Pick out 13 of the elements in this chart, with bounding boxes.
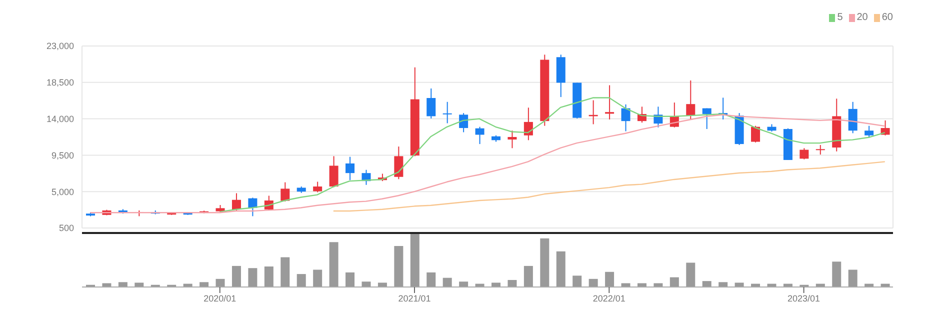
- y-tick-label: 500: [58, 223, 74, 234]
- y-tick-label: 9,500: [51, 150, 74, 160]
- legend-label: 60: [882, 12, 893, 23]
- x-tick-label: 2021/01: [398, 293, 431, 304]
- y-tick-label: 23,000: [46, 41, 74, 52]
- legend-label: 20: [856, 12, 868, 23]
- legend-label: 5: [837, 12, 843, 23]
- y-tick-label: 18,500: [46, 78, 74, 88]
- x-tick-label: 2023/01: [788, 293, 820, 304]
- x-tick-label: 2020/01: [204, 293, 236, 304]
- x-tick-label: 2022/01: [592, 293, 626, 304]
- y-tick-label: 5,000: [51, 186, 74, 197]
- y-tick-label: 14,000: [46, 114, 74, 124]
